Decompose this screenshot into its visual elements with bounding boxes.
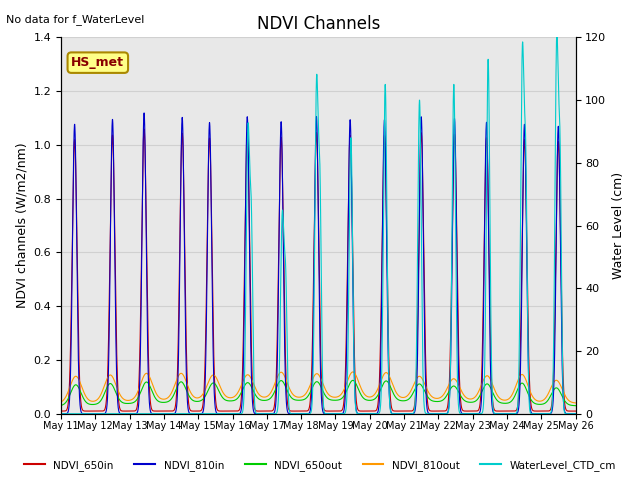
Y-axis label: Water Level (cm): Water Level (cm) bbox=[612, 172, 625, 279]
Text: HS_met: HS_met bbox=[71, 56, 124, 69]
Y-axis label: NDVI channels (W/m2/nm): NDVI channels (W/m2/nm) bbox=[15, 143, 28, 308]
Legend: NDVI_650in, NDVI_810in, NDVI_650out, NDVI_810out, WaterLevel_CTD_cm: NDVI_650in, NDVI_810in, NDVI_650out, NDV… bbox=[20, 456, 620, 475]
Title: NDVI Channels: NDVI Channels bbox=[257, 15, 380, 33]
Text: No data for f_WaterLevel: No data for f_WaterLevel bbox=[6, 14, 145, 25]
